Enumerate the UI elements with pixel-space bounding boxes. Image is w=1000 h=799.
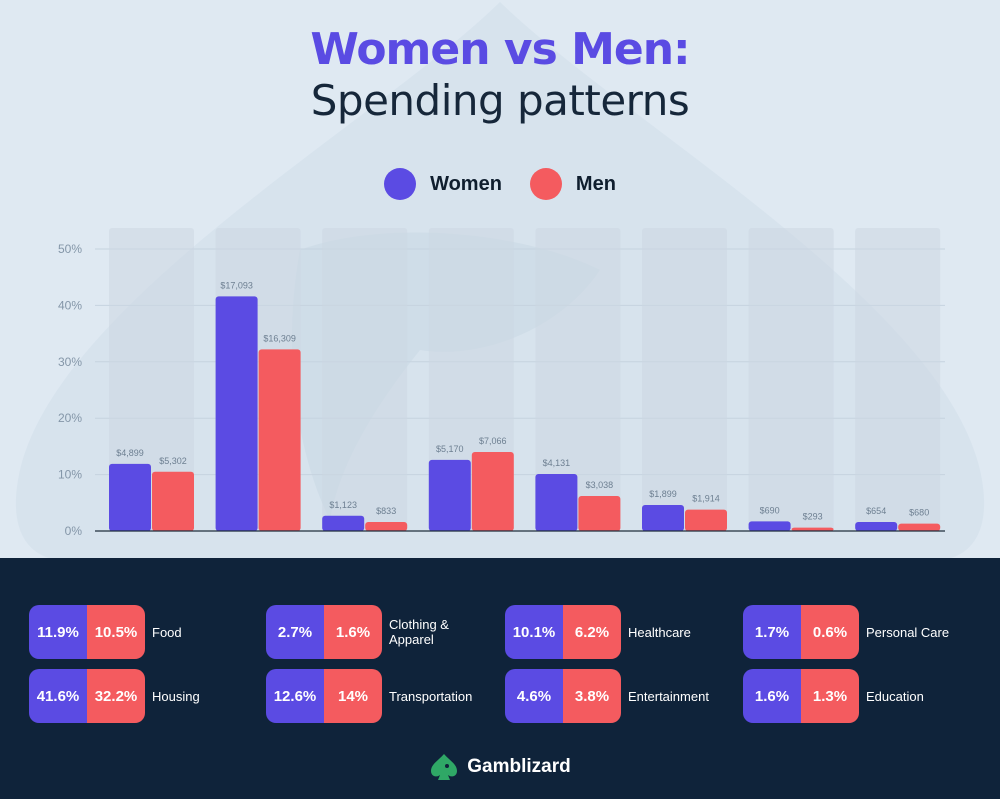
data-label: $4,131 bbox=[543, 458, 571, 468]
data-label: $16,309 bbox=[263, 333, 296, 343]
data-label: $7,066 bbox=[479, 436, 507, 446]
women-percent: 10.1% bbox=[505, 605, 563, 659]
women-percent: 11.9% bbox=[29, 605, 87, 659]
bar-men bbox=[791, 527, 834, 531]
data-label: $654 bbox=[866, 506, 886, 516]
bar-women bbox=[322, 515, 365, 531]
bar-chart: 0% 10% 20% 30% 40% 50% $4,899 $5,302 $17,093 $16,… bbox=[58, 228, 945, 538]
y-tick-label: 0% bbox=[65, 524, 83, 538]
bar-women bbox=[642, 505, 684, 531]
legend-swatch-men bbox=[529, 168, 562, 200]
data-label: $833 bbox=[376, 506, 396, 516]
summary-category-label: Clothing & Apparel bbox=[389, 617, 449, 647]
men-percent: 1.6% bbox=[324, 605, 382, 659]
summary-category-label: Healthcare bbox=[628, 624, 691, 640]
data-label: $1,123 bbox=[329, 500, 357, 510]
data-label: $4,899 bbox=[116, 448, 144, 458]
bar-men bbox=[685, 509, 727, 531]
summary-category-label: Transportation bbox=[389, 688, 473, 704]
women-percent: 2.7% bbox=[266, 605, 324, 659]
data-label: $17,093 bbox=[220, 280, 253, 290]
bar-men bbox=[578, 496, 621, 531]
summary-pill: 41.6% 32.2% bbox=[29, 669, 145, 723]
summary-category-label: Education bbox=[866, 688, 924, 704]
bar-men bbox=[898, 523, 941, 531]
bar-women bbox=[428, 459, 471, 531]
men-percent: 10.5% bbox=[87, 605, 145, 659]
bar-women bbox=[215, 296, 258, 531]
spade-lizard-icon bbox=[431, 754, 458, 780]
title-line-2: Spending patterns bbox=[310, 76, 690, 125]
category-background bbox=[109, 228, 194, 531]
bar-men bbox=[365, 521, 408, 531]
bar-women bbox=[855, 521, 898, 531]
summary-pill: 1.7% 0.6% bbox=[743, 605, 859, 659]
title-line-1: Women vs Men: bbox=[310, 24, 690, 75]
bar-men bbox=[152, 471, 194, 531]
legend-swatch-women bbox=[384, 168, 417, 200]
category-background bbox=[322, 228, 408, 531]
bar-women bbox=[748, 521, 791, 531]
category-background bbox=[855, 228, 941, 531]
women-percent: 4.6% bbox=[505, 669, 563, 723]
summary-category-label: Food bbox=[152, 624, 182, 640]
brand-name: Gamblizard bbox=[467, 756, 571, 777]
men-percent: 1.3% bbox=[801, 669, 859, 723]
y-tick-label: 50% bbox=[58, 242, 82, 256]
legend-label-men: Men bbox=[575, 172, 616, 195]
women-percent: 12.6% bbox=[266, 669, 324, 723]
data-label: $293 bbox=[803, 512, 823, 522]
men-percent: 14% bbox=[324, 669, 382, 723]
men-percent: 3.8% bbox=[563, 669, 621, 723]
data-label: $3,038 bbox=[586, 480, 614, 490]
legend: Women Men bbox=[0, 168, 1000, 200]
bar-men bbox=[471, 452, 514, 531]
data-label: $1,899 bbox=[649, 489, 677, 499]
y-tick-label: 40% bbox=[58, 298, 82, 312]
y-tick-label: 30% bbox=[58, 355, 82, 369]
women-percent: 1.6% bbox=[743, 669, 801, 723]
women-percent: 1.7% bbox=[743, 605, 801, 659]
data-label: $5,302 bbox=[159, 456, 187, 466]
men-percent: 32.2% bbox=[87, 669, 145, 723]
y-tick-label: 20% bbox=[58, 411, 82, 425]
summary-category-label: Entertainment bbox=[628, 688, 709, 704]
women-percent: 41.6% bbox=[29, 669, 87, 723]
category-background bbox=[642, 228, 727, 531]
legend-label-women: Women bbox=[430, 172, 502, 195]
summary-pill: 1.6% 1.3% bbox=[743, 669, 859, 723]
bar-men bbox=[258, 349, 301, 531]
summary-category-label: Housing bbox=[152, 688, 200, 704]
bar-women bbox=[109, 463, 151, 531]
legend-item-men: Men bbox=[529, 168, 616, 200]
bar-women bbox=[535, 474, 578, 531]
category-background bbox=[535, 228, 621, 531]
category-background bbox=[748, 228, 834, 531]
legend-item-women: Women bbox=[384, 168, 502, 200]
data-label: $5,170 bbox=[436, 444, 464, 454]
summary-category-label: Personal Care bbox=[866, 624, 950, 640]
data-label: $690 bbox=[760, 505, 780, 515]
men-percent: 6.2% bbox=[563, 605, 621, 659]
data-label: $680 bbox=[909, 508, 929, 518]
summary-pill: 4.6% 3.8% bbox=[505, 669, 621, 723]
data-label: $1,914 bbox=[692, 494, 720, 504]
chart-title: Women vs Men: Spending patterns bbox=[0, 24, 1000, 126]
summary-pill: 2.7% 1.6% bbox=[266, 605, 382, 659]
brand: Gamblizard bbox=[0, 752, 1000, 782]
summary-pill: 12.6% 14% bbox=[266, 669, 382, 723]
summary-pill: 10.1% 6.2% bbox=[505, 605, 621, 659]
y-tick-label: 10% bbox=[58, 468, 82, 482]
summary-pill: 11.9% 10.5% bbox=[29, 605, 145, 659]
men-percent: 0.6% bbox=[801, 605, 859, 659]
